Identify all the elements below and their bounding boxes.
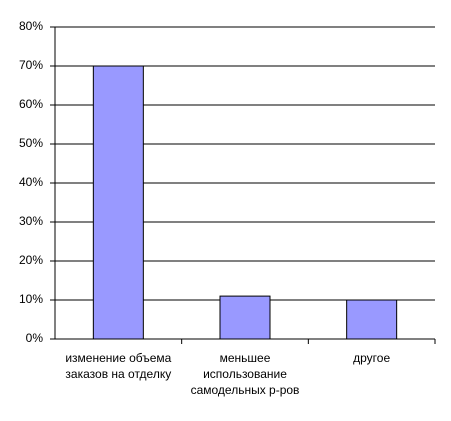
y-tick-label: 0% xyxy=(26,331,44,345)
x-tick-label: изменение объема заказов на отделку xyxy=(65,351,172,381)
y-tick-label: 20% xyxy=(19,253,43,267)
y-tick-label: 40% xyxy=(19,175,43,189)
y-tick-label: 60% xyxy=(19,97,43,111)
y-tick-label: 80% xyxy=(19,19,43,33)
bar xyxy=(92,65,144,340)
y-tick-label: 30% xyxy=(19,214,43,228)
y-tick-label: 10% xyxy=(19,292,43,306)
y-tick-label: 50% xyxy=(19,136,43,150)
y-tick-label: 70% xyxy=(19,58,43,72)
x-tick-label: меньшее использование самодельных р-ров xyxy=(190,351,300,397)
bar xyxy=(346,299,398,340)
bar xyxy=(219,295,271,340)
x-tick-label: другое xyxy=(353,351,391,365)
